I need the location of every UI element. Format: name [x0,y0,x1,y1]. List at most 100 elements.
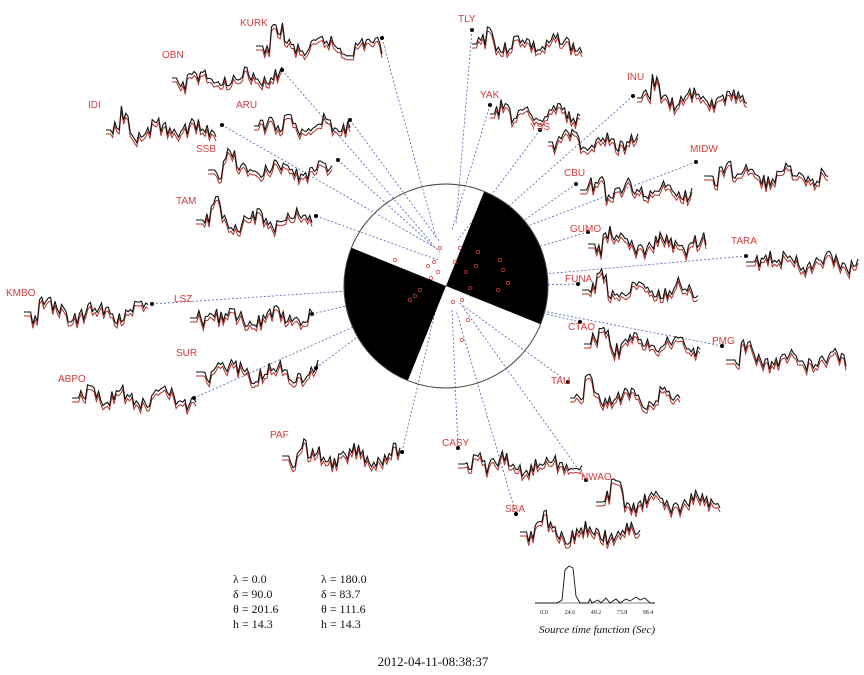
synthetic-waveform [190,309,313,333]
ray-path [315,215,439,261]
station-label: INU [627,72,644,83]
station-label: KURK [240,18,268,29]
observed-waveform [570,373,681,411]
plane1-h: h = 14.3 [233,617,273,631]
ray-path [455,29,473,226]
observed-waveform [637,74,748,113]
station-piercing-point [413,294,417,298]
station-piercing-point [474,264,478,268]
observed-waveform [24,295,149,326]
synthetic-waveform [254,115,351,141]
station-piercing-point [501,268,505,272]
observed-waveform [584,326,701,359]
compressional-quadrant-east [446,191,549,325]
observed-waveform [490,99,581,127]
ray-path [221,124,437,249]
trace-end-dot [336,158,340,162]
station-piercing-point [451,300,455,304]
synthetic-waveform [580,179,693,207]
station-labels: TLY KURK OBN YAK INU YSS ARU IDI SSB MIDW CBU TAM GU… [6,14,757,515]
observed-waveform [190,305,313,329]
synthetic-waveform [196,362,319,389]
plane1-delta: δ = 90.0 [233,587,272,601]
observed-waveform [580,175,693,204]
station-label: SUR [176,348,197,359]
synthetic-waveform [458,453,583,482]
observed-waveform [208,147,333,183]
trace-end-dot [578,320,582,324]
ray-path [451,104,491,231]
synthetic-waveform [24,299,149,329]
stf-curve [535,565,655,604]
station-piercing-point [460,338,464,342]
synthetic-waveform [584,330,701,363]
synthetic-waveform [548,132,639,157]
station-piercing-point [506,281,510,285]
observed-waveform [548,128,639,153]
station-label: LSZ [174,294,192,305]
trace-end-dot [400,450,404,454]
focal-mechanism-beachball [343,183,549,389]
stf-tick-4: 73.8 [617,610,628,616]
synthetic-waveform [208,151,333,187]
trace-end-dot [538,128,542,132]
stf-tick-2: 24.6 [565,610,576,616]
plane1-lambda: λ = 0.0 [233,572,267,586]
waveform-traces [24,22,859,549]
synthetic-waveform [172,70,283,95]
station-label: IDI [88,100,101,111]
station-label: ARU [236,100,257,111]
observed-waveform [196,358,319,385]
synthetic-waveform [726,342,847,377]
mechanism-parameters: λ = 0.0 δ = 90.0 θ = 201.6 h = 14.3 λ = … [233,572,367,631]
stf-tick-5: 98.4 [643,610,654,616]
station-label: YSS [530,122,550,133]
synthetic-waveform [588,229,707,262]
trace-end-dot [220,123,224,127]
trace-end-dot [310,312,314,316]
station-piercing-point [393,258,397,262]
ray-path [337,159,441,253]
station-piercing-point [458,246,462,250]
event-datetime: 2012-04-11-08:38:37 [378,654,489,669]
station-piercing-point [426,264,430,268]
synthetic-waveform [596,482,721,519]
synthetic-waveform [746,254,859,281]
ray-path [349,119,441,243]
observed-waveform [458,449,583,478]
trace-end-dot [566,380,570,384]
station-label: TAM [176,196,196,207]
synthetic-waveform [637,78,748,117]
trace-end-dot [576,282,580,286]
source-time-function: 0.0 24.6 49.2 73.8 98.4 Source time func… [535,565,655,636]
trace-end-dot [514,512,518,516]
plane2-theta: θ = 111.6 [321,602,366,616]
observed-waveform [704,160,829,189]
station-piercing-point [432,260,436,264]
trace-end-dot [470,28,474,32]
beachball-outline [343,183,549,389]
station-label: CASY [442,438,470,449]
station-piercing-point [408,298,412,302]
observed-waveform [472,26,583,55]
station-label: GUMO [570,224,601,235]
trace-end-dot [744,254,748,258]
plane2-delta: δ = 83.7 [321,587,360,601]
trace-end-dot [720,344,724,348]
station-label: TARA [731,236,757,247]
observed-waveform [256,22,383,57]
station-piercing-point [466,318,470,322]
station-label: PAF [270,430,289,441]
observed-waveform [726,338,847,373]
station-label: PMG [712,336,735,347]
station-piercing-point [498,258,502,262]
observed-waveform [582,267,699,300]
synthetic-waveform [196,199,313,238]
trace-end-dot [280,68,284,72]
station-label: KMBO [6,288,36,299]
station-label: TLY [458,14,476,25]
observed-waveform [746,250,859,277]
trace-end-dot [586,230,590,234]
ray-path [451,309,459,449]
